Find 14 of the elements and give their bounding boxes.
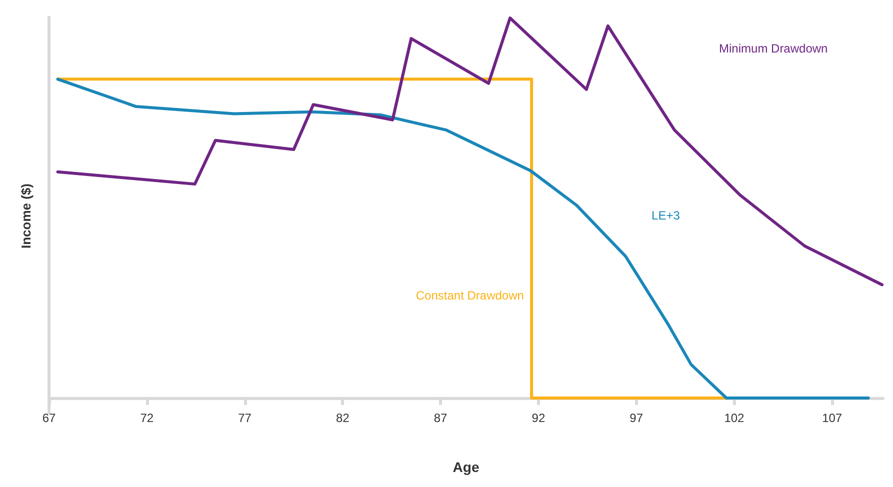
x-tick-label: 82	[336, 411, 350, 425]
x-tick-label: 107	[822, 411, 842, 425]
x-tick-label: 87	[434, 411, 448, 425]
x-tick-label: 72	[140, 411, 154, 425]
x-tick-label: 92	[532, 411, 546, 425]
series-label: Constant Drawdown	[416, 288, 524, 302]
x-tick-label: 97	[630, 411, 644, 425]
x-tick-label: 67	[42, 411, 56, 425]
text: Minimum Drawdown	[719, 41, 828, 56]
y-axis-title: Income ($)	[18, 183, 34, 249]
x-tick-label: 102	[724, 411, 745, 425]
text: LE+3	[652, 208, 680, 223]
x-axis-title: Age	[452, 459, 480, 475]
x-tick-label: 77	[238, 411, 252, 425]
